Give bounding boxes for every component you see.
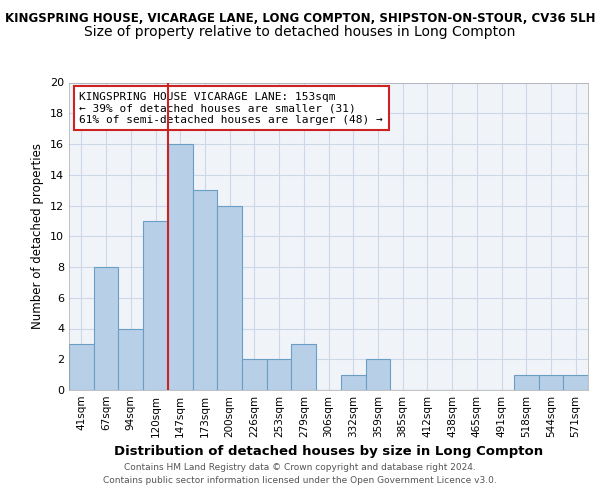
Bar (94, 267, 118, 390)
Bar (267, 359, 292, 390)
Bar (514, 374, 539, 390)
Y-axis label: Number of detached properties: Number of detached properties (31, 143, 44, 329)
X-axis label: Distribution of detached houses by size in Long Compton: Distribution of detached houses by size … (114, 446, 543, 458)
Bar (217, 206, 242, 390)
Bar (193, 190, 217, 390)
Bar (242, 359, 267, 390)
Bar (118, 328, 143, 390)
Bar (563, 374, 588, 390)
Text: Size of property relative to detached houses in Long Compton: Size of property relative to detached ho… (85, 25, 515, 39)
Text: Contains HM Land Registry data © Crown copyright and database right 2024.: Contains HM Land Registry data © Crown c… (124, 464, 476, 472)
Text: Contains public sector information licensed under the Open Government Licence v3: Contains public sector information licen… (103, 476, 497, 485)
Bar (341, 374, 365, 390)
Text: KINGSPRING HOUSE, VICARAGE LANE, LONG COMPTON, SHIPSTON-ON-STOUR, CV36 5LH: KINGSPRING HOUSE, VICARAGE LANE, LONG CO… (5, 12, 595, 26)
Bar (168, 144, 193, 390)
Bar (69, 344, 94, 390)
Bar (292, 344, 316, 390)
Bar (365, 359, 390, 390)
Text: KINGSPRING HOUSE VICARAGE LANE: 153sqm
← 39% of detached houses are smaller (31): KINGSPRING HOUSE VICARAGE LANE: 153sqm ←… (79, 92, 383, 125)
Bar (143, 221, 168, 390)
Bar (539, 374, 563, 390)
